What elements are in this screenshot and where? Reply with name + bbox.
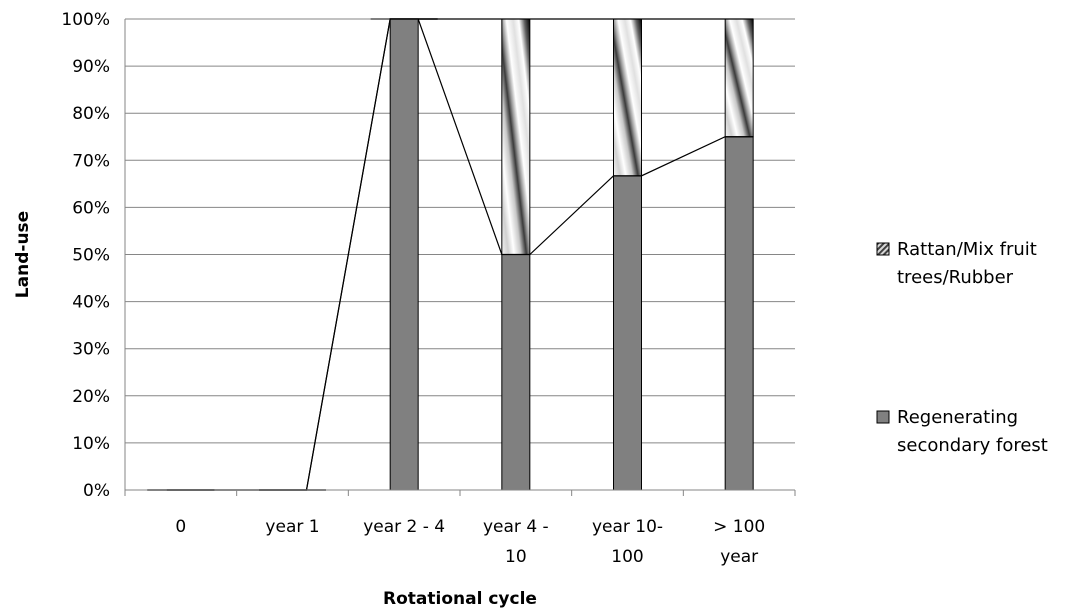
y-tick-label: 0%: [83, 481, 110, 501]
x-tick-label: year 4 -10: [483, 517, 549, 567]
x-tick-label: year 2 - 4: [363, 517, 445, 537]
gridlines: [125, 18, 795, 444]
x-tick-label: 0: [175, 517, 186, 537]
legend-swatch-rattan-fruit-rubber: [876, 242, 890, 256]
legend-label-rattan-fruit-rubber: Rattan/Mix fruit trees/Rubber: [897, 239, 1037, 288]
bar-secondary-forest: [724, 136, 754, 491]
y-tick-label: 90%: [72, 57, 110, 77]
bar-secondary-forest: [389, 18, 419, 491]
legend-label-secondary-forest: Regenerating secondary forest: [897, 407, 1048, 456]
y-tick-label: 10%: [72, 434, 110, 454]
x-tick-label: year 1: [265, 517, 319, 537]
bar-secondary-forest: [501, 254, 531, 491]
y-tick-label: 20%: [72, 387, 110, 407]
y-tick-label: 40%: [72, 293, 110, 313]
y-tick-label: 30%: [72, 340, 110, 360]
axes: 0% 10% 20% 30% 40% 50% 60% 70% 80% 90% 100% 0 year 1…: [13, 10, 796, 609]
bar-rattan-fruit-rubber: [501, 18, 531, 255]
x-axis-title: Rotational cycle: [383, 589, 537, 609]
legend: Rattan/Mix fruit trees/Rubber Regenerating…: [876, 239, 1048, 456]
y-tick-label: 60%: [72, 198, 110, 218]
bar-rattan-fruit-rubber: [613, 18, 642, 177]
y-tick-label: 100%: [61, 10, 110, 30]
bar-secondary-forest: [613, 175, 642, 491]
y-tick-label: 50%: [72, 246, 110, 266]
y-axis-title: Land-use: [13, 211, 33, 298]
plot-area: [147, 18, 754, 491]
x-tick-label: year 10-100: [592, 517, 663, 567]
x-tick-label: > 100 year: [713, 517, 765, 567]
bar-rattan-fruit-rubber: [724, 18, 754, 138]
legend-swatch-secondary-forest: [876, 410, 890, 424]
y-tick-label: 80%: [72, 104, 110, 124]
y-tick-label: 70%: [72, 151, 110, 171]
